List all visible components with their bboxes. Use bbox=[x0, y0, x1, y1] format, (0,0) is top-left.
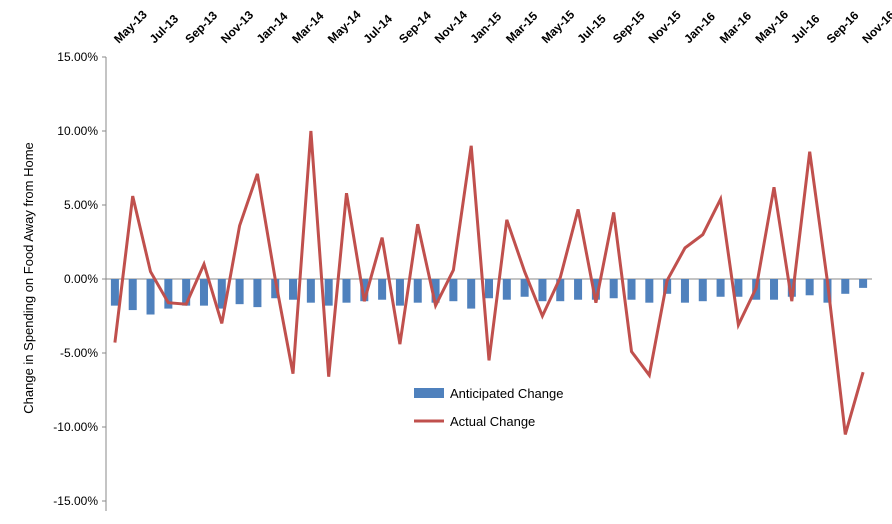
bar-anticipated-change bbox=[859, 279, 868, 288]
bar-anticipated-change bbox=[289, 279, 298, 300]
anticipated-change-bars bbox=[110, 279, 868, 315]
bar-anticipated-change bbox=[787, 279, 796, 297]
bar-anticipated-change bbox=[271, 279, 280, 299]
legend: Anticipated Change Actual Change bbox=[414, 386, 563, 429]
y-tick-label: 0.00% bbox=[64, 272, 98, 286]
x-tick-label: May-13 bbox=[111, 7, 150, 46]
legend-label-anticipated: Anticipated Change bbox=[450, 386, 563, 401]
bar-anticipated-change bbox=[698, 279, 707, 302]
bar-anticipated-change bbox=[324, 279, 333, 306]
bar-anticipated-change bbox=[841, 279, 850, 294]
x-tick-label: Mar-15 bbox=[503, 9, 540, 46]
bar-anticipated-change bbox=[591, 279, 600, 300]
x-tick-label: Sep-13 bbox=[182, 8, 220, 46]
bar-anticipated-change bbox=[538, 279, 547, 302]
legend-swatch-anticipated bbox=[414, 388, 444, 398]
bar-anticipated-change bbox=[502, 279, 511, 300]
actual-change-line-group bbox=[113, 130, 865, 435]
x-tick-label: Jul-15 bbox=[574, 11, 609, 46]
y-tick-label: 10.00% bbox=[57, 124, 98, 138]
x-tick-label: May-16 bbox=[752, 7, 791, 46]
y-tick-label: -15.00% bbox=[53, 494, 98, 508]
x-tick-label: Sep-14 bbox=[396, 8, 434, 46]
bar-anticipated-change bbox=[235, 279, 244, 305]
x-tick-label: Mar-16 bbox=[717, 9, 754, 46]
bar-anticipated-change bbox=[520, 279, 529, 297]
bar-anticipated-change bbox=[253, 279, 262, 308]
x-tick-label: Nov-15 bbox=[646, 8, 684, 46]
bar-anticipated-change bbox=[645, 279, 654, 303]
bar-anticipated-change bbox=[128, 279, 137, 311]
bar-anticipated-change bbox=[627, 279, 636, 300]
bar-anticipated-change bbox=[770, 279, 779, 300]
bar-anticipated-change bbox=[164, 279, 173, 309]
x-tick-label: Nov-13 bbox=[218, 8, 256, 46]
y-axis-label: Change in Spending on Food Away from Hom… bbox=[21, 142, 36, 413]
x-tick-label: Nov-16 bbox=[859, 8, 892, 46]
bar-anticipated-change bbox=[716, 279, 725, 297]
x-tick-label: May-15 bbox=[539, 7, 578, 46]
bar-anticipated-change bbox=[413, 279, 422, 303]
x-tick-label: Jan-16 bbox=[681, 9, 718, 46]
bar-anticipated-change bbox=[182, 279, 191, 306]
bar-anticipated-change bbox=[431, 279, 440, 303]
legend-label-actual: Actual Change bbox=[450, 414, 535, 429]
x-tick-label: Jul-13 bbox=[147, 11, 182, 46]
x-tick-label: Jan-14 bbox=[254, 9, 291, 46]
bar-anticipated-change bbox=[306, 279, 315, 303]
x-tick-label: Jul-14 bbox=[361, 11, 396, 46]
bar-anticipated-change bbox=[146, 279, 155, 315]
y-tick-label: 15.00% bbox=[57, 50, 98, 64]
bar-anticipated-change bbox=[556, 279, 565, 302]
x-tick-label: Mar-14 bbox=[289, 9, 326, 46]
bar-anticipated-change bbox=[609, 279, 618, 299]
bar-anticipated-change bbox=[360, 279, 369, 302]
y-tick-label: -10.00% bbox=[53, 420, 98, 434]
bar-anticipated-change bbox=[484, 279, 494, 299]
bar-anticipated-change bbox=[467, 279, 476, 309]
bar-anticipated-change bbox=[395, 279, 404, 306]
x-tick-label: Jan-15 bbox=[467, 9, 504, 46]
y-axis-ticks: 15.00% 10.00% 5.00% 0.00% -5.00% -10.00% -15.0… bbox=[53, 50, 106, 508]
bar-anticipated-change bbox=[217, 279, 226, 309]
bar-anticipated-change bbox=[574, 279, 583, 300]
x-tick-label: Sep-16 bbox=[824, 8, 862, 46]
bar-anticipated-change bbox=[378, 279, 387, 300]
x-tick-label: Sep-15 bbox=[610, 8, 648, 46]
bar-anticipated-change bbox=[734, 279, 743, 297]
bar-anticipated-change bbox=[449, 279, 458, 302]
x-tick-label: May-14 bbox=[325, 7, 364, 46]
y-tick-label: 5.00% bbox=[64, 198, 98, 212]
x-tick-label: Nov-14 bbox=[432, 8, 470, 46]
bar-anticipated-change bbox=[110, 279, 119, 306]
bar-anticipated-change bbox=[199, 279, 208, 306]
bar-anticipated-change bbox=[805, 279, 814, 296]
x-tick-label: Jul-16 bbox=[788, 11, 823, 46]
bar-anticipated-change bbox=[342, 279, 351, 303]
bar-anticipated-change bbox=[680, 279, 689, 303]
y-tick-label: -5.00% bbox=[60, 346, 98, 360]
